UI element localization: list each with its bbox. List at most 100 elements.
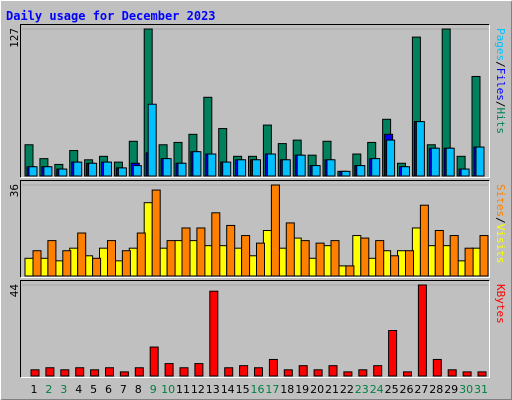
bar <box>164 363 174 377</box>
bar <box>315 242 325 277</box>
bar <box>345 265 355 277</box>
bar <box>356 165 366 177</box>
legend-separator: / <box>494 101 507 108</box>
bar <box>479 235 489 277</box>
bar <box>105 367 114 377</box>
bar <box>196 227 206 277</box>
bar <box>375 240 385 277</box>
bar <box>330 240 340 277</box>
x-tick-label: 2 <box>45 383 52 396</box>
x-tick-label: 10 <box>161 383 175 396</box>
bar <box>103 161 112 177</box>
bar <box>373 365 383 377</box>
bar <box>75 367 85 377</box>
legend: Sites/Visits <box>494 184 507 264</box>
bar <box>166 240 176 277</box>
x-tick-label: 5 <box>90 383 97 396</box>
bar <box>285 222 295 277</box>
bar <box>28 166 38 177</box>
x-tick-label: 6 <box>105 383 112 396</box>
x-tick-label: 17 <box>265 383 279 396</box>
x-tick-label: 26 <box>400 383 414 396</box>
x-tick-label: 31 <box>474 383 488 396</box>
bar <box>107 240 116 277</box>
bar <box>179 367 189 377</box>
x-tick-label: 1 <box>31 383 38 396</box>
bar <box>266 153 276 177</box>
bar <box>58 168 68 177</box>
bar <box>192 151 202 177</box>
bar <box>328 365 338 377</box>
plot-border-light <box>20 180 490 278</box>
bar <box>343 371 353 377</box>
plot-area <box>20 280 490 378</box>
legend-separator: / <box>494 61 507 68</box>
x-tick-label: 18 <box>280 383 294 396</box>
x-tick-label: 11 <box>176 383 190 396</box>
x-tick-label: 19 <box>295 383 309 396</box>
bar <box>73 161 83 177</box>
bar <box>358 369 368 377</box>
bar <box>181 227 191 277</box>
legend-entry: Pages <box>494 28 507 61</box>
legend: Pages/Files/Hits <box>494 28 507 134</box>
x-tick-label: 15 <box>236 383 250 396</box>
x-tick-label: 3 <box>60 383 67 396</box>
bar <box>254 367 263 377</box>
bar <box>88 162 98 177</box>
x-tick-label: 8 <box>135 383 142 396</box>
bar <box>207 153 217 177</box>
bar <box>119 371 129 377</box>
bar <box>300 240 310 277</box>
bar <box>313 369 323 377</box>
bar <box>237 159 247 177</box>
bar <box>401 166 410 177</box>
bar <box>326 159 336 177</box>
bar <box>388 330 398 377</box>
bar <box>449 235 459 277</box>
bar <box>90 369 100 377</box>
bar <box>252 159 261 177</box>
bar <box>211 212 221 277</box>
bar <box>341 170 351 177</box>
legend-separator: / <box>494 217 507 224</box>
plot-border-light <box>20 24 490 178</box>
legend: KBytes <box>494 284 507 324</box>
bar <box>222 161 232 177</box>
bar <box>194 363 204 377</box>
bar <box>371 158 381 177</box>
bar <box>32 250 42 277</box>
bar <box>134 367 144 377</box>
bar <box>415 121 425 177</box>
legend-entry: KBytes <box>494 284 507 324</box>
bar <box>445 147 455 177</box>
bar <box>62 250 72 277</box>
bar <box>405 250 414 277</box>
x-tick-label: 4 <box>75 383 82 396</box>
bar <box>296 154 306 177</box>
bar <box>224 367 234 377</box>
x-tick-label: 27 <box>414 383 428 396</box>
bar <box>462 371 472 377</box>
x-tick-label: 16 <box>251 383 265 396</box>
bar <box>121 250 131 277</box>
bar <box>390 255 400 277</box>
bar <box>434 230 444 277</box>
plot-border-dark <box>20 280 490 378</box>
bar <box>149 346 159 377</box>
bar <box>256 242 265 277</box>
x-tick-label: 25 <box>385 383 399 396</box>
x-tick-label: 13 <box>206 383 220 396</box>
x-tick-label: 7 <box>120 383 127 396</box>
bar <box>432 358 442 377</box>
x-tick-label: 30 <box>459 383 473 396</box>
x-tick-label: 24 <box>370 383 384 396</box>
bar <box>43 166 53 177</box>
bar <box>477 371 487 377</box>
bar <box>162 158 172 177</box>
plot-border-light <box>20 280 490 378</box>
bar <box>447 369 457 377</box>
bar <box>226 224 236 277</box>
bar <box>77 232 87 277</box>
